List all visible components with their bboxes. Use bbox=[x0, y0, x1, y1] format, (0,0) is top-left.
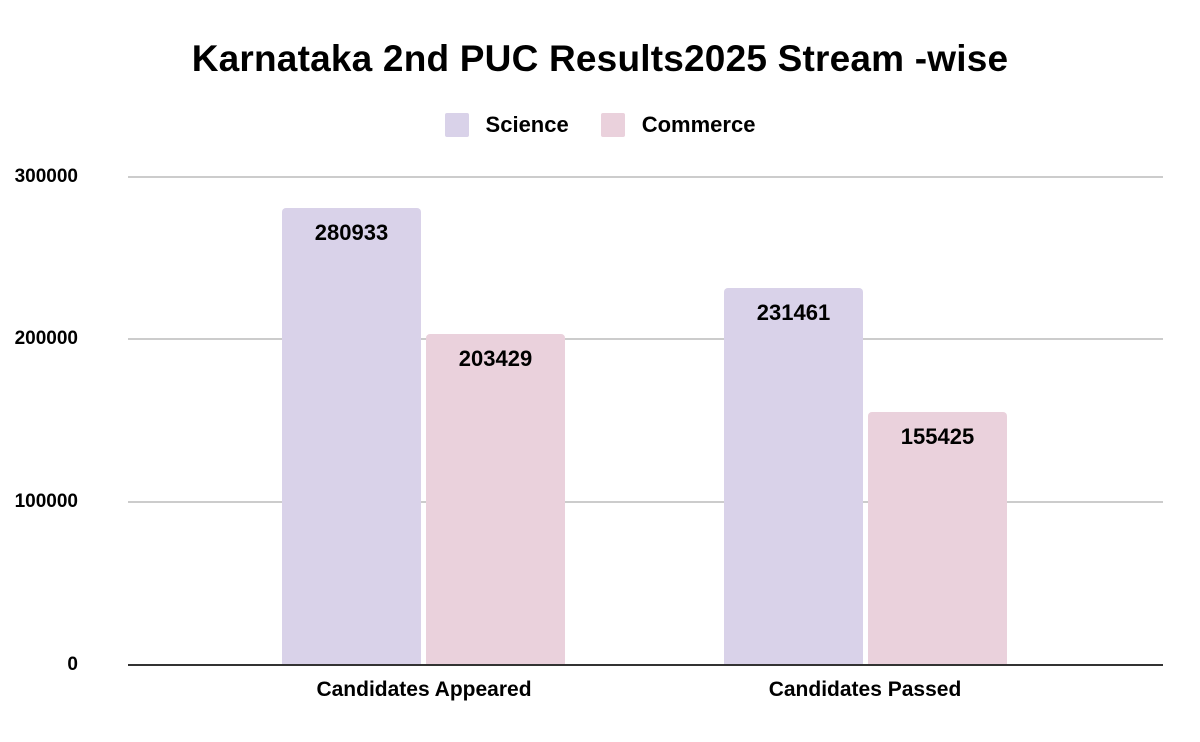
legend-label-commerce: Commerce bbox=[641, 112, 756, 137]
bar-value-label: 155425 bbox=[900, 424, 975, 449]
bar-science-passed: 231461 bbox=[724, 288, 863, 665]
plot-area: 280933 203429 231461 155425 300000 20000… bbox=[15, 166, 1163, 675]
y-tick-label: 200000 bbox=[14, 328, 78, 349]
x-category-label-appeared: Candidates Appeared bbox=[316, 678, 532, 701]
x-category-label-passed: Candidates Passed bbox=[768, 678, 962, 701]
y-tick-label: 0 bbox=[67, 654, 78, 675]
bar-science-appeared: 280933 bbox=[282, 208, 421, 665]
bar-value-label: 203429 bbox=[458, 346, 533, 371]
legend-item-commerce: Commerce bbox=[600, 112, 756, 138]
chart-title: Karnataka 2nd PUC Results2025 Stream -wi… bbox=[191, 38, 1009, 79]
x-axis-line bbox=[128, 664, 1163, 666]
legend-swatch-science bbox=[444, 113, 469, 137]
legend-label-science: Science bbox=[485, 112, 569, 137]
bar-commerce-appeared: 203429 bbox=[426, 334, 565, 665]
gridline-100000 bbox=[128, 501, 1163, 503]
y-tick-label: 300000 bbox=[14, 166, 78, 187]
legend-swatch-commerce bbox=[600, 113, 625, 137]
gridline-200000 bbox=[128, 338, 1163, 340]
bar-value-label: 280933 bbox=[314, 220, 389, 245]
bar-value-label: 231461 bbox=[756, 300, 831, 325]
legend: Science Commerce bbox=[0, 112, 1200, 138]
y-tick-label: 100000 bbox=[14, 491, 78, 512]
legend-item-science: Science bbox=[444, 112, 569, 138]
bar-commerce-passed: 155425 bbox=[868, 412, 1007, 665]
gridline-300000 bbox=[128, 176, 1163, 178]
